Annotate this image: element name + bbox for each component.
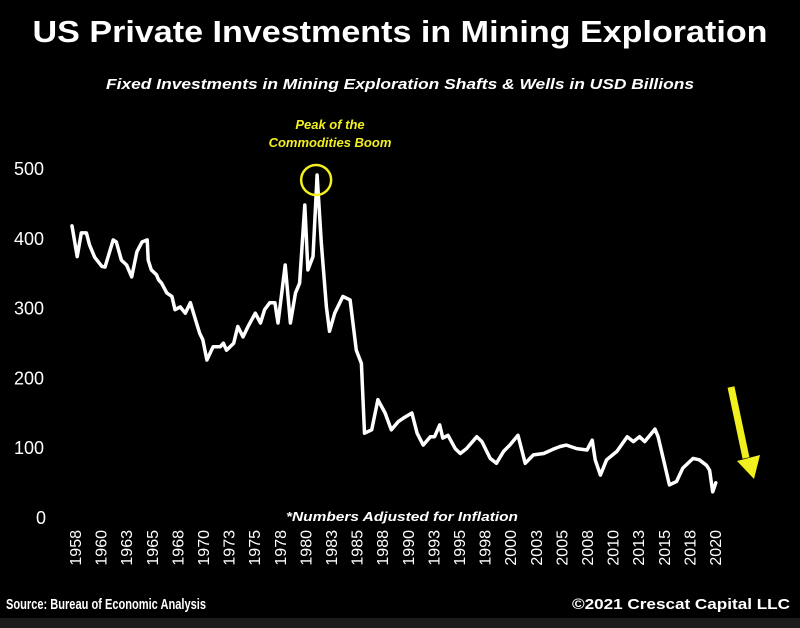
x-tick-label: 2010 (606, 530, 623, 566)
x-tick-label: 1958 (68, 530, 85, 566)
annotation-line-1: Peak of the (295, 117, 364, 132)
x-tick-label: 1998 (478, 530, 495, 566)
x-tick-label: 1990 (401, 530, 418, 566)
x-tick-label: 2013 (631, 530, 648, 566)
x-tick-label: 2000 (503, 530, 520, 566)
series-line (70, 173, 718, 494)
x-tick-label: 1993 (426, 530, 443, 566)
y-tick-label: 0 (36, 508, 46, 528)
source-text: Source: Bureau of Economic Analysis (6, 596, 206, 613)
y-tick-label: 400 (14, 229, 44, 249)
x-tick-label: 2015 (657, 530, 674, 566)
x-tick-label: 1973 (222, 530, 239, 566)
x-tick-label: 1970 (196, 530, 213, 566)
annotation-line-2: Commodities Boom (269, 135, 392, 150)
x-tick-label: 1965 (145, 530, 162, 566)
x-tick-label: 1980 (298, 530, 315, 566)
x-tick-label: 1975 (247, 530, 264, 566)
x-tick-label: 1963 (119, 530, 136, 566)
y-axis: 0 100 200 300 400 500 (14, 159, 46, 528)
x-tick-label: 1983 (324, 530, 341, 566)
x-tick-label: 2018 (682, 530, 699, 566)
x-tick-label: 2008 (580, 530, 597, 566)
chart-title: US Private Investments in Mining Explora… (33, 14, 768, 49)
y-tick-label: 100 (14, 438, 44, 458)
down-arrow-icon (727, 386, 760, 479)
y-tick-label: 200 (14, 368, 44, 388)
x-tick-label: 1988 (375, 530, 392, 566)
x-axis: 1958 1960 1963 1965 1968 1970 1973 1975 1978 1980… (68, 530, 725, 566)
x-tick-label: 1978 (273, 530, 290, 566)
y-tick-label: 500 (14, 159, 44, 179)
y-tick-label: 300 (14, 299, 44, 319)
x-tick-label: 2005 (554, 530, 571, 566)
x-tick-label: 1995 (452, 530, 469, 566)
chart-subtitle: Fixed Investments in Mining Exploration … (106, 76, 694, 93)
x-tick-label: 2020 (708, 530, 725, 566)
bottom-strip (0, 618, 800, 628)
inflation-note: *Numbers Adjusted for Inflation (286, 509, 518, 524)
copyright-text: ©2021 Crescat Capital LLC (572, 596, 790, 613)
peak-marker (299, 163, 333, 197)
x-tick-label: 2003 (529, 530, 546, 566)
x-tick-label: 1960 (94, 530, 111, 566)
x-tick-label: 1985 (350, 530, 367, 566)
x-tick-label: 1968 (170, 530, 187, 566)
